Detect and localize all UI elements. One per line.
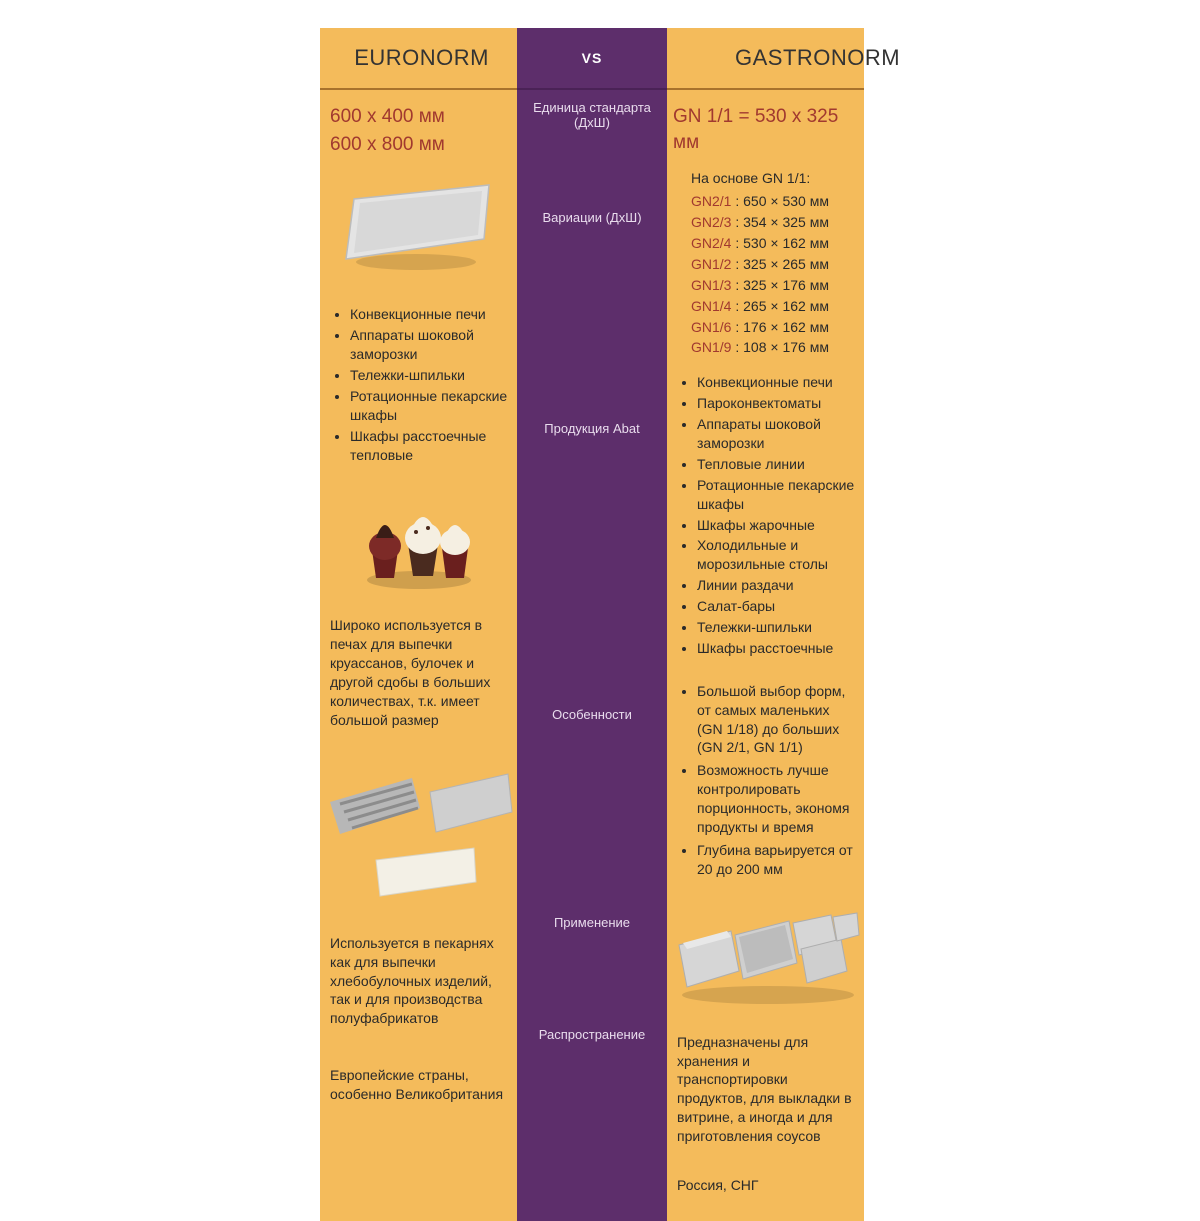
mid-usage: Применение: [517, 866, 667, 978]
gn-dim: : 265 × 162 мм: [731, 298, 828, 314]
std-line: 600 x 800 мм: [330, 132, 511, 158]
header-right: GASTRONORM: [673, 28, 858, 88]
gastronorm-column: GASTRONORM GN 1/1 = 530 x 325 мм На осно…: [667, 28, 864, 1221]
list-item: Шкафы расстоечные: [697, 639, 858, 658]
mid-product: Продукция Abat: [517, 294, 667, 562]
mid-variations: Вариации (ДхШ): [517, 140, 667, 294]
gn-code: GN2/4: [691, 235, 731, 251]
gastronorm-usage: Предназначены для хранения и транспортир…: [673, 1019, 858, 1154]
euronorm-column: EURONORM 600 x 400 мм 600 x 800 мм Конве…: [320, 28, 517, 1221]
list-item: Шкафы расстоечные тепловые: [350, 427, 511, 465]
gn-code: GN2/1: [691, 193, 731, 209]
header-left: EURONORM: [326, 28, 511, 88]
list-item: Аппараты шоковой заморозки: [697, 415, 858, 453]
std-line: 600 x 400 мм: [330, 104, 511, 130]
gastronorm-features: Большой выбор форм, от самых маленьких (…: [673, 668, 858, 891]
mid-features: Особенности: [517, 562, 667, 866]
gn-variation-line: GN1/9 : 108 × 176 мм: [691, 338, 858, 357]
gn-variation-line: GN2/3 : 354 × 325 мм: [691, 213, 858, 232]
list-item: Тележки-шпильки: [697, 618, 858, 637]
list-item: Холодильные и морозильные столы: [697, 536, 858, 574]
gn-variation-line: GN1/2 : 325 × 265 мм: [691, 255, 858, 274]
euronorm-products: Конвекционные печи Аппараты шоковой замор…: [326, 291, 511, 474]
mid-spread: Распространение: [517, 978, 667, 1090]
list-item: Салат-бары: [697, 597, 858, 616]
list-item: Глубина варьируется от 20 до 200 мм: [697, 841, 858, 879]
gn-dim: : 354 × 325 мм: [731, 214, 828, 230]
gastronorm-spread: Россия, СНГ: [673, 1154, 858, 1203]
gn-code: GN1/3: [691, 277, 731, 293]
list-item: Линии раздачи: [697, 576, 858, 595]
gn-code: GN2/3: [691, 214, 731, 230]
list-item: Аппараты шоковой заморозки: [350, 326, 511, 364]
gn-intro: На основе GN 1/1:: [691, 169, 858, 188]
euronorm-standard: 600 x 400 мм 600 x 800 мм: [326, 90, 511, 157]
gn-pans-icon: [673, 909, 863, 1009]
euronorm-trays-icon: [326, 768, 516, 908]
euronorm-usage: Используется в пекарнях как для выпечки …: [326, 920, 511, 1036]
mid-column: VS Единица стандарта (ДхШ) Вариации (ДхШ…: [517, 28, 667, 1221]
gn-dim: : 325 × 265 мм: [731, 256, 828, 272]
list-item: Конвекционные печи: [697, 373, 858, 392]
gastronorm-products: Конвекционные печи Пароконвектоматы Аппара…: [673, 359, 858, 667]
list-item: Ротационные пекарские шкафы: [350, 387, 511, 425]
mid-standard: Единица стандарта (ДхШ): [517, 90, 667, 140]
gn-dim: : 530 × 162 мм: [731, 235, 828, 251]
list-item: Тепловые линии: [697, 455, 858, 474]
gn-dim: : 176 × 162 мм: [731, 319, 828, 335]
gn-code: GN1/9: [691, 339, 731, 355]
euronorm-spread: Европейские страны, особенно Великобрита…: [326, 1036, 511, 1112]
list-item: Шкафы жарочные: [697, 516, 858, 535]
gastronorm-standard: GN 1/1 = 530 x 325 мм: [673, 90, 858, 155]
list-item: Тележки-шпильки: [350, 366, 511, 385]
gn-variation-line: GN1/6 : 176 × 162 мм: [691, 318, 858, 337]
cupcakes-icon: [354, 492, 484, 592]
gn-code: GN1/2: [691, 256, 731, 272]
list-item: Конвекционные печи: [350, 305, 511, 324]
comparison-infographic: EURONORM 600 x 400 мм 600 x 800 мм Конве…: [320, 28, 880, 1221]
list-item: Возможность лучше контролировать порцион…: [697, 761, 858, 837]
list-item: Ротационные пекарские шкафы: [697, 476, 858, 514]
list-item: Большой выбор форм, от самых маленьких (…: [697, 682, 858, 758]
gn-variation-line: GN1/3 : 325 × 176 мм: [691, 276, 858, 295]
gn-dim: : 108 × 176 мм: [731, 339, 828, 355]
gn-code: GN1/6: [691, 319, 731, 335]
gn-dim: : 650 × 530 мм: [731, 193, 828, 209]
euronorm-features-text: Широко используется в печах для выпечки …: [326, 602, 511, 737]
gn-variation-line: GN1/4 : 265 × 162 мм: [691, 297, 858, 316]
list-item: Пароконвектоматы: [697, 394, 858, 413]
gn-variation-line: GN2/4 : 530 × 162 мм: [691, 234, 858, 253]
gn-dim: : 325 × 176 мм: [731, 277, 828, 293]
header-mid: VS: [517, 28, 667, 88]
gn-variation-line: GN2/1 : 650 × 530 мм: [691, 192, 858, 211]
baking-tray-icon: [334, 177, 504, 277]
gn-code: GN1/4: [691, 298, 731, 314]
gastronorm-variations: На основе GN 1/1: GN2/1 : 650 × 530 ммGN…: [673, 155, 858, 357]
